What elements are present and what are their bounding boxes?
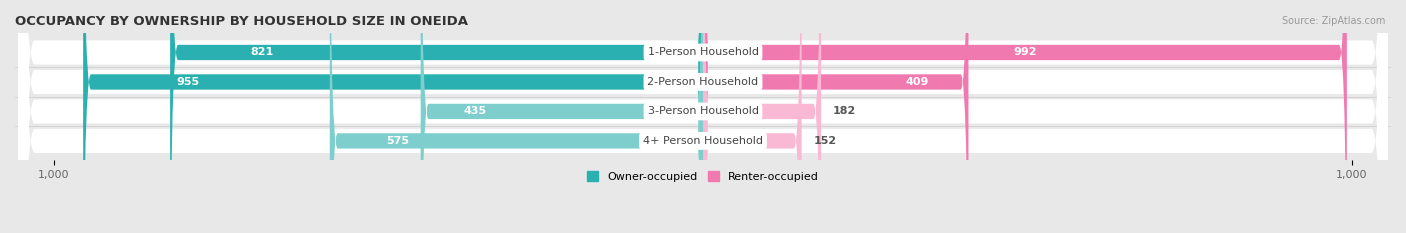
FancyBboxPatch shape — [83, 0, 703, 233]
Text: OCCUPANCY BY OWNERSHIP BY HOUSEHOLD SIZE IN ONEIDA: OCCUPANCY BY OWNERSHIP BY HOUSEHOLD SIZE… — [15, 15, 468, 28]
Text: Source: ZipAtlas.com: Source: ZipAtlas.com — [1281, 16, 1385, 26]
Text: 575: 575 — [385, 136, 409, 146]
Text: 435: 435 — [463, 106, 486, 116]
FancyBboxPatch shape — [703, 0, 1347, 233]
FancyBboxPatch shape — [18, 0, 1388, 233]
FancyBboxPatch shape — [170, 0, 703, 233]
FancyBboxPatch shape — [420, 0, 703, 233]
Text: 955: 955 — [176, 77, 200, 87]
FancyBboxPatch shape — [18, 0, 1388, 233]
Legend: Owner-occupied, Renter-occupied: Owner-occupied, Renter-occupied — [582, 167, 824, 186]
Text: 4+ Person Household: 4+ Person Household — [643, 136, 763, 146]
Text: 182: 182 — [832, 106, 856, 116]
Text: 152: 152 — [813, 136, 837, 146]
Text: 3-Person Household: 3-Person Household — [648, 106, 758, 116]
FancyBboxPatch shape — [18, 0, 1388, 233]
Text: 2-Person Household: 2-Person Household — [647, 77, 759, 87]
FancyBboxPatch shape — [330, 0, 703, 233]
FancyBboxPatch shape — [703, 0, 969, 233]
Text: 1-Person Household: 1-Person Household — [648, 48, 758, 58]
Text: 821: 821 — [250, 48, 273, 58]
Text: 992: 992 — [1014, 48, 1036, 58]
FancyBboxPatch shape — [18, 0, 1388, 233]
FancyBboxPatch shape — [703, 0, 801, 233]
FancyBboxPatch shape — [703, 0, 821, 233]
Text: 409: 409 — [905, 77, 928, 87]
